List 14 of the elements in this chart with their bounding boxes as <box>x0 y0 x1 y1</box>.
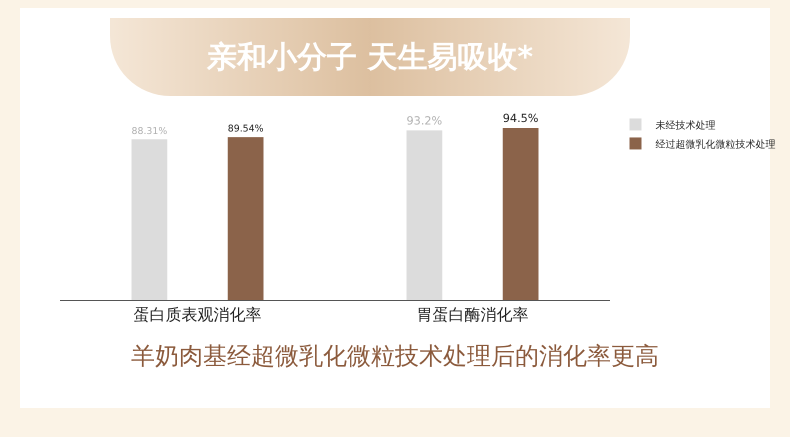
data-label: 94.5% <box>502 112 539 126</box>
data-label: 93.2% <box>406 114 443 128</box>
chart-title: 亲和小分子 天生易吸收* <box>110 18 630 96</box>
bar <box>406 130 442 300</box>
data-label: 88.31% <box>132 126 168 137</box>
bar <box>132 139 168 300</box>
text: 羊奶肉基经超微乳化微粒技术处理后的消化率更高 <box>130 341 660 372</box>
bar <box>228 137 264 300</box>
x-tick-label: 蛋白质表观消化率 <box>134 305 262 324</box>
bar <box>502 128 538 300</box>
legend-label: 经过超微乳化微粒技术处理 <box>656 138 776 150</box>
legend-label: 未经技术处理 <box>656 119 716 132</box>
data-label: 89.54% <box>228 124 264 135</box>
x-tick-label: 胃蛋白酶消化率 <box>416 305 528 324</box>
